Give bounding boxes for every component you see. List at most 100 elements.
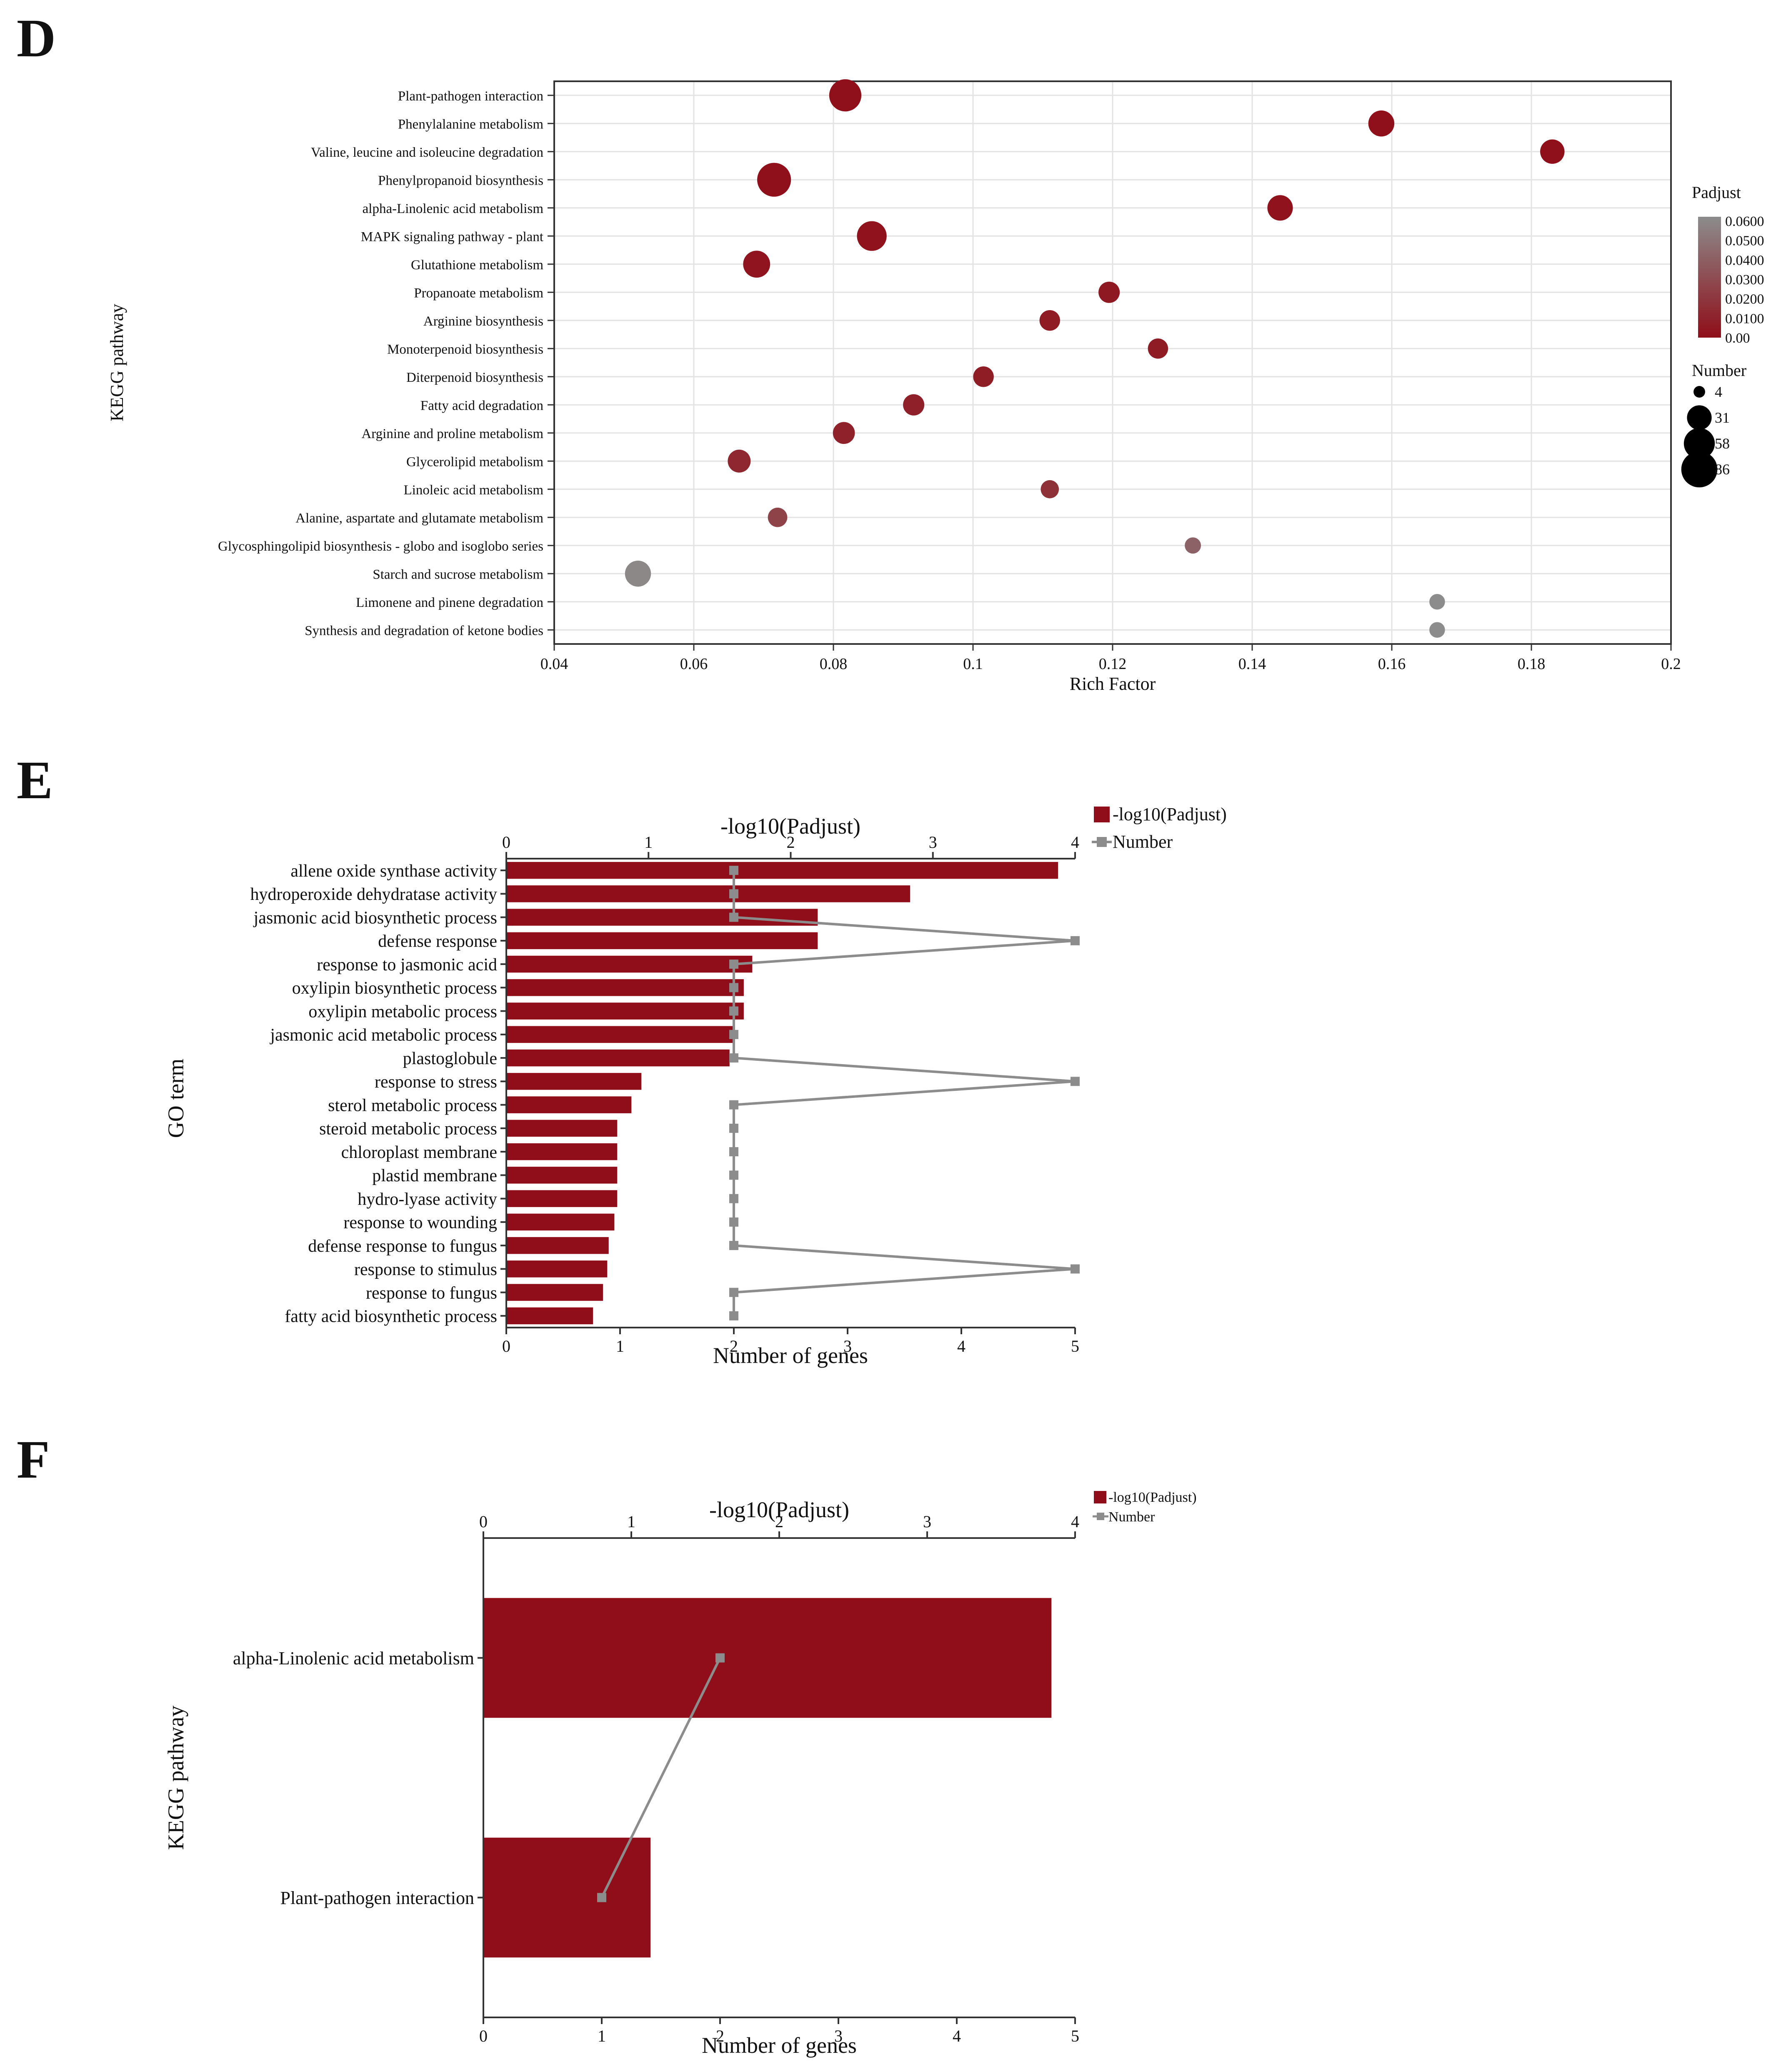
- f-top-tick-label: 2: [775, 1512, 783, 1531]
- d-point: [1540, 139, 1565, 164]
- f-legend-bar-swatch: [1094, 1491, 1106, 1503]
- e-category-label: plastid membrane: [372, 1166, 497, 1185]
- f-number-line: [597, 1653, 725, 1902]
- e-bar: [506, 1237, 609, 1254]
- e-number-marker: [729, 1241, 738, 1250]
- f-top-tick-label: 4: [1071, 1512, 1079, 1531]
- d-point: [1039, 310, 1060, 331]
- d-legend-color-label: 0.0300: [1725, 272, 1764, 288]
- e-bar: [506, 955, 753, 973]
- f-y-axis-label: KEGG pathway: [163, 1706, 188, 1850]
- e-bar: [506, 1026, 734, 1043]
- d-y-tick-label: Phenylpropanoid biosynthesis: [378, 173, 543, 188]
- e-bar: [506, 1073, 642, 1090]
- e-category-label: plastoglobule: [403, 1049, 497, 1068]
- e-category-label: response to fungus: [366, 1283, 497, 1303]
- f-bottom-tick-label: 2: [716, 2027, 724, 2045]
- d-y-axis: Plant-pathogen interaction Phenylalanine …: [218, 89, 554, 638]
- d-point: [1429, 594, 1445, 610]
- d-legend-color-label: 0.00: [1725, 331, 1750, 346]
- d-x-axis-label: Rich Factor: [1070, 674, 1156, 694]
- f-top-axis-label: -log10(Padjust): [709, 1497, 849, 1522]
- d-y-tick-label: Alanine, aspartate and glutamate metabol…: [295, 511, 543, 526]
- e-number-marker: [729, 1030, 738, 1039]
- d-y-tick-label: Arginine and proline metabolism: [361, 426, 543, 441]
- d-y-tick-label: Arginine biosynthesis: [423, 314, 543, 329]
- d-y-tick-label: Glycosphingolipid biosynthesis - globo a…: [218, 539, 543, 554]
- d-x-tick-label: 0.06: [680, 655, 708, 673]
- d-legend-color-labels: 0.0600 0.0500 0.0400 0.0300 0.0200 0.0100 0.00: [1725, 214, 1764, 346]
- e-bar: [506, 885, 911, 902]
- e-bar: [506, 1120, 618, 1137]
- d-point: [1098, 281, 1120, 303]
- d-point: [1041, 480, 1059, 499]
- f-top-tick-label: 1: [627, 1512, 635, 1531]
- d-legend-size-items: 4 31 58 86: [1681, 383, 1730, 488]
- e-legend-line-label: Number: [1113, 832, 1173, 852]
- panel-label-d: D: [17, 8, 56, 68]
- d-legend-size-label: 86: [1715, 461, 1730, 478]
- d-point: [1267, 195, 1293, 221]
- e-category-label: defense response: [378, 932, 497, 951]
- e-category-label: response to stimulus: [354, 1260, 497, 1279]
- e-bar: [506, 1213, 615, 1231]
- d-point: [743, 251, 770, 278]
- panel-label-e: E: [17, 750, 53, 810]
- e-bars: [506, 862, 1058, 1325]
- e-bar: [506, 1143, 618, 1160]
- d-point: [1148, 338, 1168, 359]
- d-x-tick-label: 0.16: [1378, 655, 1406, 673]
- e-category-label: jasmonic acid metabolic process: [269, 1026, 497, 1045]
- f-bottom-tick-label: 4: [953, 2027, 961, 2045]
- e-bar: [506, 1284, 603, 1301]
- e-y-axis-label: GO term: [163, 1059, 188, 1138]
- e-category-labels: allene oxide synthase activity hydroperox…: [250, 862, 497, 1326]
- f-top-tick-label: 0: [479, 1512, 488, 1531]
- e-number-marker: [729, 866, 738, 875]
- e-bottom-tick-label: 1: [616, 1337, 624, 1355]
- e-category-label: fatty acid biosynthetic process: [285, 1307, 497, 1326]
- e-bottom-tick-label: 5: [1071, 1337, 1079, 1355]
- f-legend-line-marker: [1097, 1513, 1104, 1520]
- d-legend-padjust-title: Padjust: [1692, 183, 1741, 202]
- e-top-axis-label: -log10(Padjust): [720, 814, 860, 839]
- d-point: [833, 422, 855, 444]
- d-point: [768, 507, 788, 527]
- d-legend-size-marker: [1693, 386, 1705, 398]
- panel-label-f: F: [17, 1430, 50, 1490]
- f-bar: [483, 1837, 651, 1958]
- d-y-tick-label: Diterpenoid biosynthesis: [406, 370, 543, 385]
- e-number-marker: [729, 1217, 738, 1227]
- e-number-marker: [729, 1100, 738, 1110]
- e-category-label: jasmonic acid biosynthetic process: [253, 908, 497, 927]
- e-number-marker: [729, 1194, 738, 1203]
- f-number-polyline: [600, 1657, 721, 1898]
- d-y-tick-label: Limonene and pinene degradation: [356, 595, 543, 610]
- e-category-label: chloroplast membrane: [341, 1143, 497, 1162]
- e-top-tick-label: 4: [1071, 833, 1079, 852]
- d-y-tick-label: Linoleic acid metabolism: [404, 483, 544, 498]
- e-legend-bar-swatch: [1094, 807, 1110, 822]
- d-y-tick-label: MAPK signaling pathway - plant: [361, 229, 543, 244]
- e-bottom-tick-label: 0: [502, 1337, 510, 1355]
- e-bottom-tick-label: 3: [843, 1337, 852, 1355]
- f-bottom-tick-label: 5: [1071, 2027, 1079, 2045]
- d-legend-size-label: 4: [1715, 383, 1722, 400]
- d-x-tick-label: 0.08: [820, 655, 848, 673]
- d-x-tick-label: 0.14: [1238, 655, 1266, 673]
- d-y-tick-label: Starch and sucrose metabolism: [373, 567, 543, 582]
- d-point: [1185, 537, 1201, 554]
- e-legend-bar-label: -log10(Padjust): [1113, 804, 1227, 824]
- e-bar: [506, 909, 818, 926]
- d-legend-size-label: 31: [1715, 409, 1730, 426]
- d-point: [625, 561, 651, 587]
- d-legend-color-label: 0.0200: [1725, 292, 1764, 307]
- e-bar: [506, 1307, 593, 1325]
- f-bottom-axis-label: Number of genes: [702, 2033, 857, 2058]
- panel-e-bar-chart: -log10(Padjust) Number of genes GO term …: [163, 804, 1227, 1368]
- e-category-label: steroid metabolic process: [319, 1120, 497, 1139]
- d-points: [625, 79, 1565, 638]
- e-top-tick-label: 2: [787, 833, 795, 852]
- e-category-label: oxylipin metabolic process: [308, 1002, 497, 1021]
- e-number-marker: [1071, 936, 1080, 945]
